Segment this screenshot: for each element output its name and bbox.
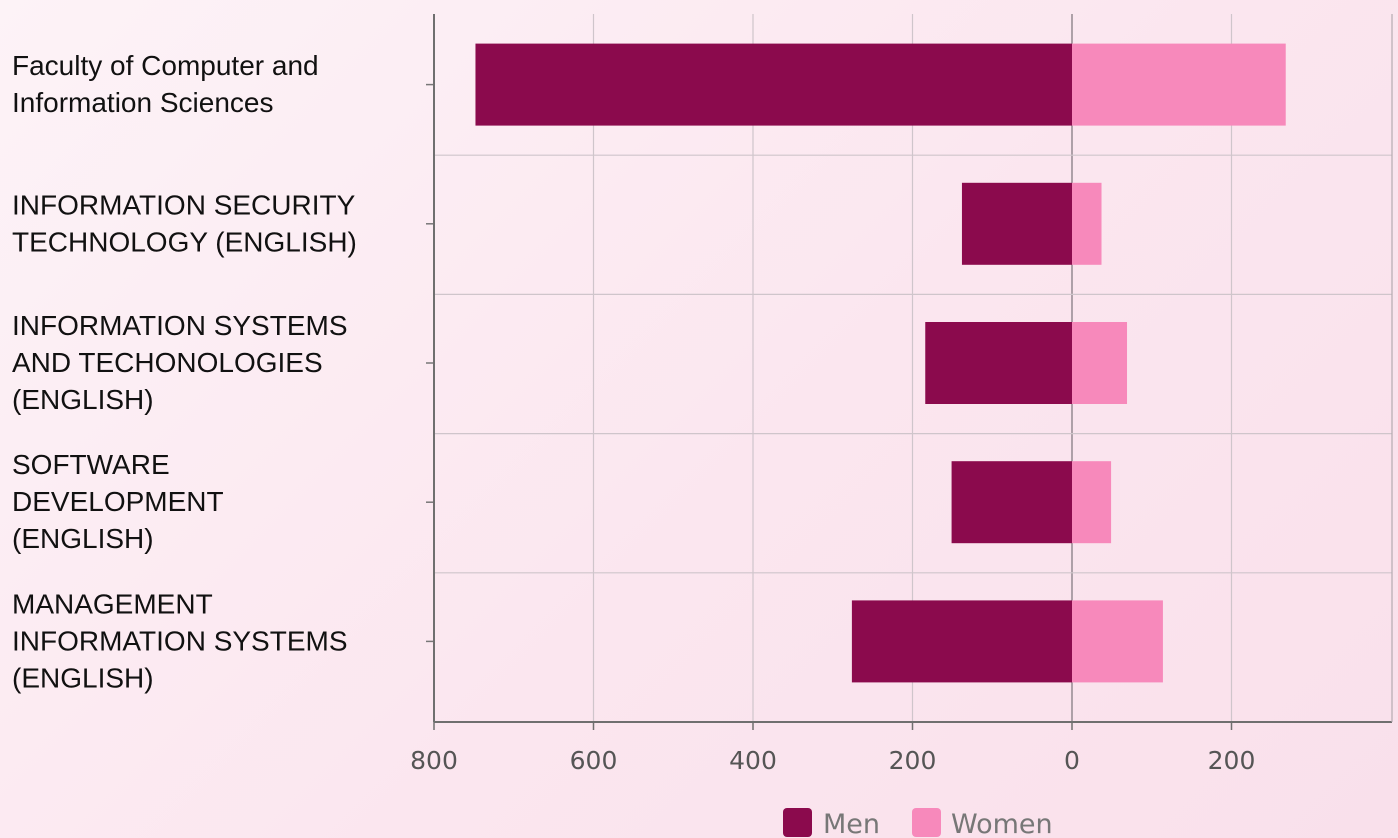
category-label: MANAGEMENT INFORMATION SYSTEMS (ENGLISH) — [12, 588, 348, 693]
bar-men — [925, 322, 1072, 404]
legend-label: Women — [951, 809, 1053, 838]
x-tick-label: 200 — [1208, 746, 1256, 775]
legend: Men Women — [783, 808, 1053, 838]
x-tick-label: 200 — [889, 746, 937, 775]
legend-swatch — [912, 808, 941, 837]
x-tick-label: 400 — [729, 746, 777, 775]
bars — [475, 43, 1286, 683]
bar-women — [1072, 322, 1128, 404]
x-tick-labels: 800 600 400 200 0 200 — [410, 746, 1255, 775]
bar-women — [1072, 182, 1102, 265]
bar-men — [961, 182, 1072, 265]
bar-men — [475, 43, 1073, 126]
category-label: Faculty of Computer and Information Scien… — [12, 50, 319, 118]
x-tick-label: 800 — [410, 746, 458, 775]
axes — [426, 14, 1393, 730]
bar-women — [1072, 461, 1112, 544]
bar-men — [851, 600, 1072, 683]
grid-lines — [434, 14, 1392, 722]
category-labels: Faculty of Computer and Information Scien… — [12, 50, 357, 693]
legend-swatch — [783, 808, 812, 837]
bar-men — [951, 461, 1072, 544]
bar-women — [1072, 600, 1163, 683]
x-tick-label: 600 — [570, 746, 618, 775]
category-label: INFORMATION SYSTEMS AND TECHONOLOGIES (ENG… — [12, 310, 348, 415]
category-label: INFORMATION SECURITY TECHNOLOGY (ENGLISH) — [12, 189, 357, 257]
legend-label: Men — [823, 809, 880, 838]
x-tick-label: 0 — [1064, 746, 1080, 775]
category-label: SOFTWARE DEVELOPMENT (ENGLISH) — [12, 449, 224, 554]
bar-women — [1072, 43, 1286, 126]
